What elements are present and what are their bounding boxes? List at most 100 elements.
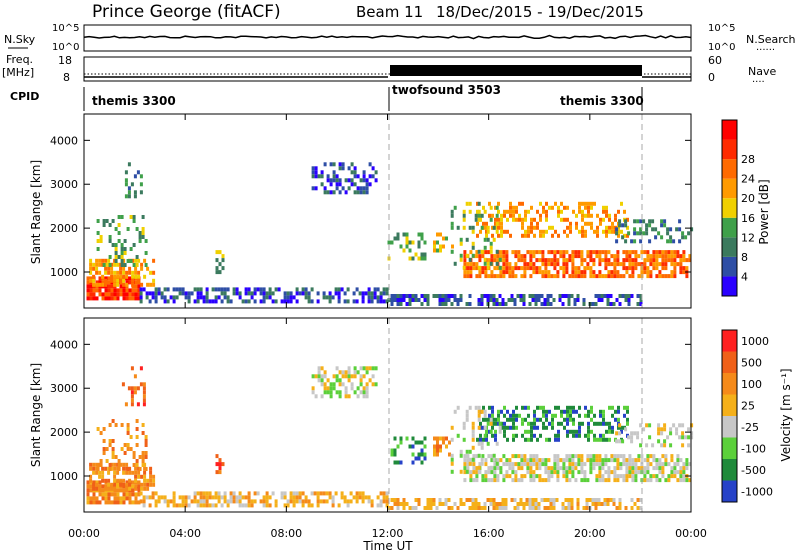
- range-cell: [578, 433, 581, 438]
- range-cell: [101, 488, 105, 493]
- range-cell: [621, 223, 625, 228]
- range-cell: [512, 217, 515, 222]
- range-cell: [181, 499, 185, 504]
- range-cell: [353, 370, 357, 375]
- range-cell: [649, 270, 653, 275]
- range-cell: [581, 233, 584, 238]
- range-cell: [626, 421, 629, 426]
- range-cell: [610, 470, 614, 475]
- range-cell: [545, 201, 548, 206]
- range-cell: [385, 495, 389, 500]
- range-cell: [353, 174, 357, 179]
- range-cell: [390, 506, 394, 510]
- range-cell: [487, 466, 491, 471]
- range-cell: [361, 295, 365, 300]
- range-cell: [435, 294, 439, 298]
- range-cell: [116, 496, 120, 501]
- range-cell: [522, 298, 526, 302]
- range-cell: [89, 270, 93, 275]
- range-cell: [562, 462, 566, 467]
- range-cell: [477, 213, 481, 218]
- range-cell: [492, 225, 496, 230]
- range-cell: [637, 254, 641, 259]
- range-cell: [651, 227, 655, 232]
- range-cell: [317, 374, 321, 379]
- range-cell: [542, 209, 545, 214]
- range-cell: [524, 429, 527, 434]
- range-cell: [487, 454, 491, 459]
- range-cell: [359, 190, 363, 195]
- range-cell: [399, 440, 403, 445]
- range-cell: [471, 429, 475, 434]
- range-cell: [295, 495, 299, 500]
- range-cell: [346, 499, 350, 504]
- range-cell: [529, 466, 533, 471]
- range-cell: [568, 274, 572, 279]
- range-cell: [466, 270, 470, 275]
- range-cell: [483, 294, 487, 298]
- range-cell: [527, 421, 530, 426]
- range-cell: [426, 298, 430, 302]
- range-cell: [590, 409, 593, 414]
- range-cell: [104, 478, 108, 483]
- range-cell: [139, 295, 143, 300]
- range-cell: [92, 278, 96, 283]
- range-cell: [517, 266, 521, 271]
- range-cell: [362, 390, 366, 395]
- range-cell: [616, 474, 620, 479]
- range-cell: [439, 436, 442, 441]
- range-cell: [331, 503, 335, 508]
- range-cell: [482, 405, 485, 410]
- range-cell: [379, 503, 383, 508]
- range-cell: [497, 225, 500, 230]
- range-cell: [132, 215, 136, 219]
- range-cell: [436, 452, 439, 457]
- range-cell: [486, 298, 490, 302]
- range-cell: [493, 474, 497, 479]
- range-cell: [575, 213, 578, 218]
- range-cell: [663, 439, 667, 444]
- range-cell: [625, 478, 629, 483]
- range-cell: [218, 262, 222, 267]
- range-cell: [463, 454, 467, 459]
- range-cell: [526, 462, 530, 467]
- range-cell: [152, 474, 156, 479]
- range-cell: [578, 429, 581, 434]
- range-cell: [584, 201, 587, 206]
- range-cell: [495, 502, 499, 506]
- range-cell: [511, 470, 515, 475]
- range-cell: [491, 233, 494, 238]
- range-cell: [617, 229, 620, 234]
- range-cell: [134, 500, 138, 505]
- range-cell: [316, 291, 320, 296]
- range-cell: [469, 266, 473, 271]
- range-cell: [520, 462, 524, 467]
- range-cell: [96, 467, 100, 471]
- range-cell: [396, 302, 400, 306]
- range-cell: [149, 282, 153, 287]
- range-cell: [556, 270, 560, 275]
- range-cell: [529, 478, 533, 483]
- range-cell: [107, 296, 111, 301]
- range-cell: [482, 425, 485, 430]
- range-cell: [128, 492, 132, 497]
- range-cell: [572, 209, 575, 214]
- power-colorbar-tick: 24: [741, 173, 755, 186]
- range-cell: [565, 270, 569, 275]
- range-cell: [652, 266, 656, 271]
- range-cell: [480, 445, 484, 450]
- range-cell: [411, 240, 415, 245]
- range-cell: [634, 258, 638, 263]
- range-cell: [539, 417, 542, 422]
- range-cell: [146, 266, 150, 271]
- range-cell: [667, 258, 671, 263]
- range-cell: [95, 480, 99, 485]
- range-cell: [636, 435, 640, 440]
- range-cell: [529, 266, 533, 271]
- range-cell: [107, 492, 111, 497]
- range-cell: [469, 474, 473, 479]
- range-cell: [533, 433, 536, 438]
- range-cell: [602, 433, 605, 438]
- range-cell: [414, 298, 418, 302]
- range-cell: [527, 233, 530, 238]
